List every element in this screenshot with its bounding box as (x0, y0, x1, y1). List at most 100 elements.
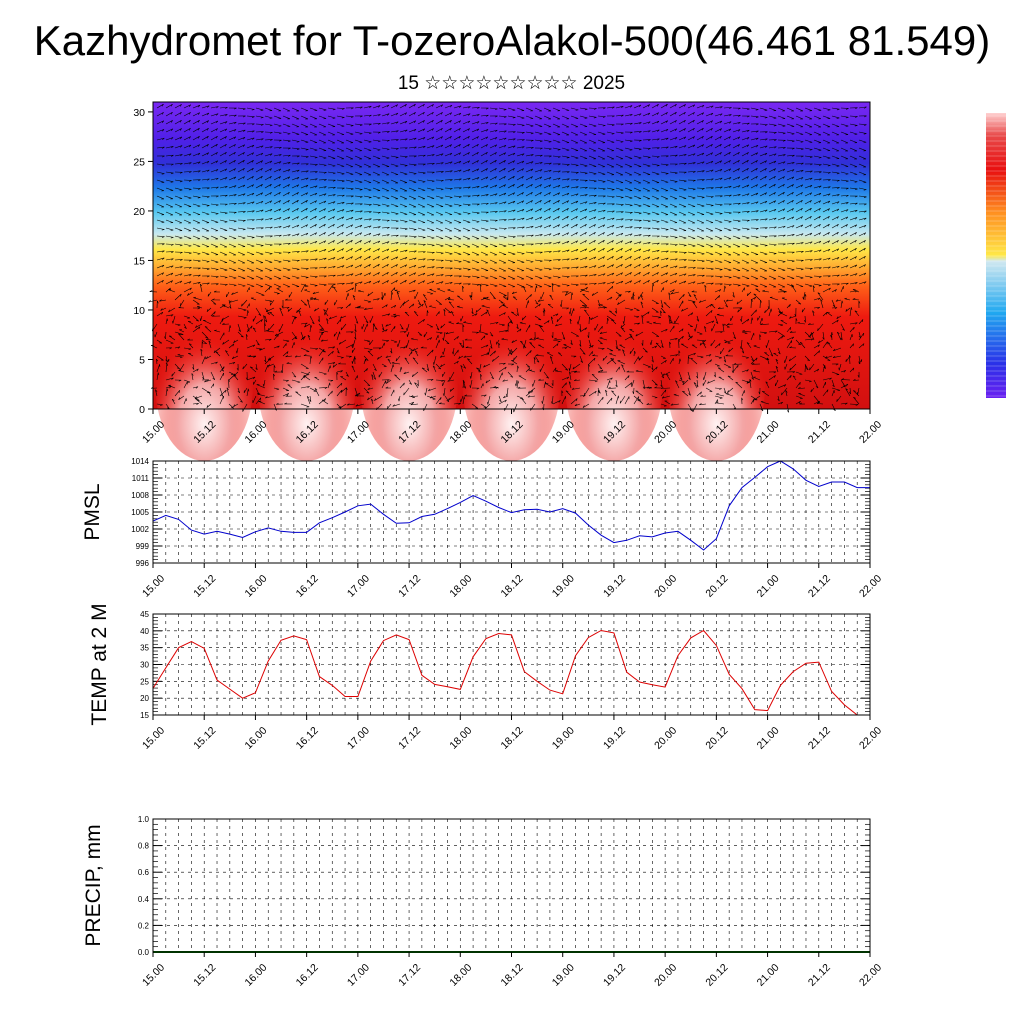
wind-arrow-head (418, 303, 421, 306)
wind-arrow-head (297, 177, 300, 180)
wind-arrow-head (359, 256, 362, 259)
wind-arrow-head (189, 266, 192, 269)
wind-arrow-head (245, 334, 248, 337)
wind-arrow (543, 139, 552, 142)
wind-arrow-head (812, 310, 815, 313)
wind-arrow-head (720, 331, 723, 334)
wind-arrow-head (819, 249, 822, 252)
wind-arrow (453, 120, 461, 125)
wind-arrow-head (755, 176, 758, 179)
wind-arrow-head (354, 337, 357, 340)
wind-arrow (670, 322, 680, 325)
wind-arrow-head (413, 104, 416, 107)
wind-arrow (795, 131, 804, 135)
wind-arrow (687, 243, 696, 247)
wind-arrow (561, 163, 570, 165)
wind-arrow-head (724, 340, 727, 344)
wind-arrow-head (159, 299, 162, 302)
wind-arrow-head (719, 204, 723, 206)
wind-arrow (228, 136, 236, 141)
wind-arrow-head (764, 192, 767, 195)
wind-arrow-head (485, 285, 489, 287)
wind-arrow (660, 299, 664, 308)
wind-arrow (687, 312, 693, 317)
wind-arrow-head (719, 128, 722, 131)
wind-arrow (210, 275, 219, 277)
wind-arrow-head (773, 125, 777, 127)
wind-arrow-head (260, 201, 264, 204)
wind-arrow (435, 251, 444, 254)
wind-arrow-head (324, 249, 327, 252)
wind-arrow (282, 107, 291, 112)
wind-arrow-head (287, 260, 291, 263)
wind-arrow (255, 138, 264, 141)
wind-arrow (849, 264, 857, 269)
wind-arrow (447, 299, 455, 301)
wind-arrow (291, 267, 300, 270)
wind-arrow-head (467, 128, 470, 131)
wind-arrow (804, 275, 813, 278)
wind-arrow (768, 183, 776, 189)
wind-arrow-head (720, 186, 723, 189)
wind-arrow (192, 326, 201, 333)
wind-arrow (255, 339, 260, 346)
wind-arrow (678, 235, 687, 239)
wind-arrow-head (179, 104, 182, 107)
wind-arrow-head (557, 200, 560, 203)
wind-arrow (192, 219, 201, 224)
wind-arrow (363, 139, 372, 143)
wind-arrow-head (656, 228, 660, 231)
wind-arrow (327, 346, 335, 349)
wind-arrow-head (863, 272, 867, 276)
wind-arrow (363, 147, 372, 151)
wind-arrow-head (607, 317, 609, 321)
wind-arrow (399, 257, 408, 261)
wind-arrow (840, 171, 849, 175)
wind-arrow (498, 235, 507, 238)
wind-arrow (469, 295, 473, 301)
wind-arrow-head (773, 253, 777, 255)
wind-arrow (403, 299, 410, 305)
wind-arrow (354, 187, 363, 190)
wind-arrow (345, 293, 349, 301)
wind-arrow (849, 273, 858, 277)
wind-arrow (354, 171, 363, 175)
wind-arrow-head (233, 220, 237, 223)
wind-arrow-head (567, 171, 570, 174)
wind-arrow-head (617, 302, 620, 305)
wind-arrow (813, 297, 821, 301)
wind-arrow (804, 107, 813, 111)
wind-arrow-head (264, 359, 267, 363)
wind-arrow (534, 225, 543, 229)
wind-arrow-head (792, 162, 795, 165)
wind-arrow (516, 192, 524, 197)
wind-arrow (651, 242, 660, 245)
wind-arrow-head (197, 260, 201, 263)
wind-arrow (417, 187, 426, 191)
wind-arrow (237, 202, 246, 205)
wind-arrow (534, 216, 542, 221)
wind-arrow-head (602, 248, 605, 251)
wind-arrow (174, 323, 181, 326)
wind-arrow (588, 345, 594, 349)
wind-arrow-head (702, 170, 705, 173)
wind-arrow-head (351, 202, 354, 205)
wind-arrow-head (791, 284, 794, 287)
wind-arrow-head (485, 311, 488, 315)
wind-arrow (516, 200, 524, 205)
wind-arrow-head (208, 340, 211, 343)
wind-arrow (426, 227, 435, 231)
wind-arrow-head (535, 302, 539, 305)
wind-arrow-head (846, 194, 849, 197)
wind-arrow (471, 194, 480, 197)
wind-arrow-head (854, 181, 858, 183)
wind-arrow-head (575, 216, 578, 219)
wind-arrow-head (773, 209, 777, 212)
wind-arrow-head (261, 131, 264, 134)
wind-arrow (336, 216, 344, 221)
wind-arrow-head (792, 242, 795, 245)
wind-arrow (471, 243, 480, 248)
wind-arrow (390, 264, 398, 269)
wind-arrow (822, 139, 831, 144)
